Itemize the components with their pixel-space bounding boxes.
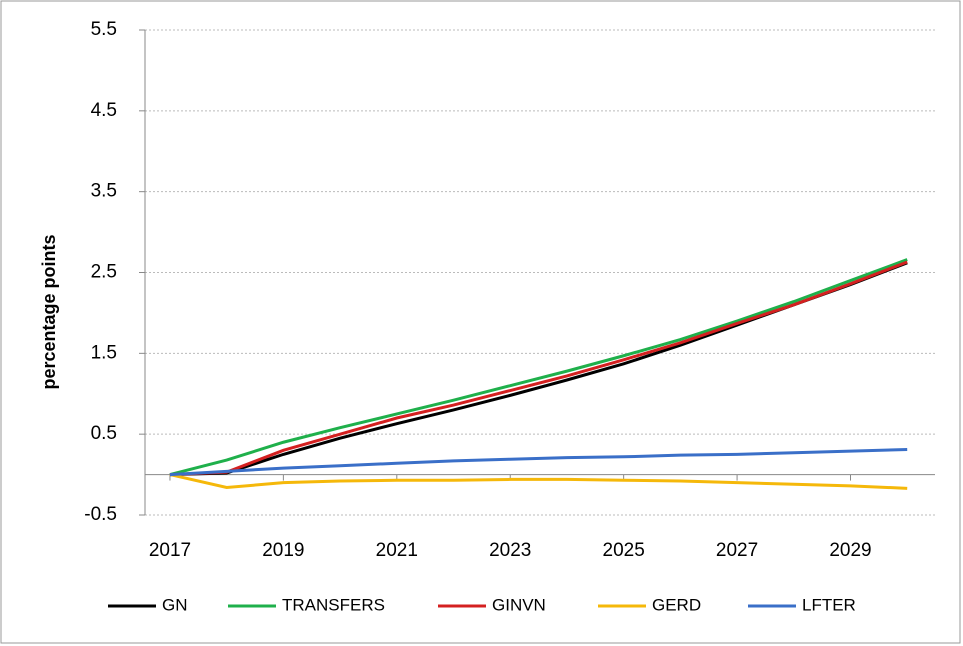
y-tick-label: 0.5	[91, 423, 117, 444]
x-tick-label: 2021	[376, 540, 418, 561]
x-tick-label: 2017	[149, 540, 191, 561]
series-line	[169, 258, 908, 477]
legend-label: TRANSFERS	[282, 595, 385, 614]
y-tick-label: 5.5	[91, 19, 117, 40]
y-tick-label: 1.5	[91, 342, 117, 363]
legend-label: LFTER	[802, 595, 856, 614]
legend-label: GERD	[652, 595, 701, 614]
y-tick-label: 3.5	[91, 181, 117, 202]
x-tick-label: 2027	[716, 540, 758, 561]
x-tick-label: 2019	[262, 540, 304, 561]
x-tick-label: 2023	[489, 540, 531, 561]
legend-label: GN	[162, 595, 188, 614]
series-line	[169, 448, 908, 477]
x-tick-label: 2029	[829, 540, 871, 561]
legend-label: GINVN	[492, 595, 546, 614]
y-tick-label: -0.5	[84, 504, 117, 525]
x-tick-label: 2025	[603, 540, 645, 561]
series-line	[169, 473, 908, 490]
y-axis-label: percentage points	[39, 234, 59, 389]
series-line	[169, 260, 908, 477]
y-tick-label: 4.5	[91, 100, 117, 121]
y-tick-label: 2.5	[91, 262, 117, 283]
